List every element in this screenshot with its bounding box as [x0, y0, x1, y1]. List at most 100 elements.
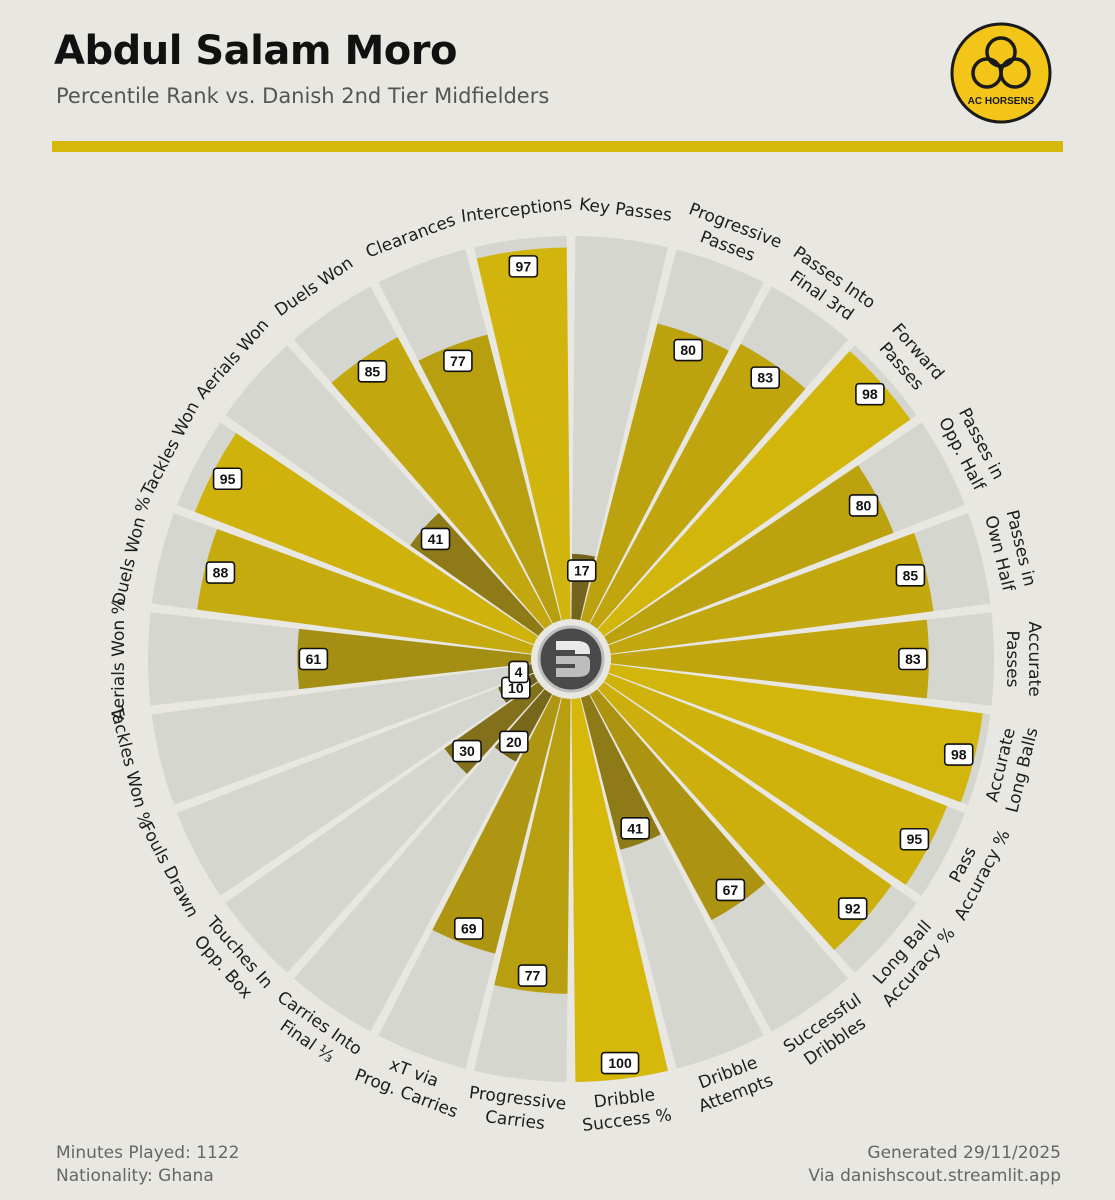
value-label: 85 [357, 360, 388, 383]
svg-text:77: 77 [525, 968, 541, 984]
svg-text:85: 85 [903, 567, 919, 583]
logo-ring-right [999, 57, 1031, 89]
value-label: 95 [212, 467, 243, 491]
value-label: 69 [453, 917, 484, 940]
svg-text:98: 98 [862, 386, 878, 402]
value-label: 100 [600, 1051, 640, 1075]
bar-segment [580, 323, 729, 624]
category-label: Aerials Won % [109, 598, 129, 719]
category-label: ProgressiveCarries [465, 1083, 567, 1136]
value-label: 41 [420, 527, 451, 551]
svg-text:30: 30 [459, 743, 475, 759]
value-label: 20 [499, 730, 529, 754]
value-label: 30 [452, 739, 482, 763]
value-label: 4 [508, 660, 529, 684]
ds-logo-icon [532, 620, 610, 698]
bar-segment [608, 664, 983, 803]
bar-segment [589, 343, 806, 629]
value-label: 83 [898, 647, 928, 671]
generated-date: Generated 29/11/2025 [867, 1143, 1061, 1163]
bar-segment [432, 694, 562, 954]
value-label: 95 [899, 827, 930, 851]
svg-text:69: 69 [461, 921, 477, 937]
bar-segment [194, 433, 538, 645]
category-label: Interceptions [460, 194, 573, 227]
value-label: 98 [855, 382, 885, 406]
value-label: 97 [508, 255, 539, 278]
value-label: 77 [517, 964, 548, 987]
track-segment [293, 689, 553, 1032]
value-label: 17 [566, 559, 597, 582]
club-logo: AC HORSENS [950, 22, 1052, 124]
header-divider [52, 141, 1063, 152]
footer-credits: Generated 29/11/2025 Via danishscout.str… [808, 1142, 1061, 1188]
logo-text: AC HORSENS [968, 96, 1035, 107]
bar-segment [608, 532, 934, 654]
value-label: 61 [298, 647, 329, 671]
category-label: Duels Won % [109, 494, 155, 607]
page-subtitle: Percentile Rank vs. Danish 2nd Tier Midf… [56, 84, 550, 108]
category-label: Key Passes [578, 195, 673, 226]
value-label: 77 [443, 349, 473, 373]
svg-text:17: 17 [574, 563, 590, 579]
svg-text:20: 20 [506, 734, 522, 750]
svg-text:95: 95 [907, 831, 923, 847]
svg-text:61: 61 [306, 651, 322, 667]
svg-text:83: 83 [905, 651, 921, 667]
value-label: 80 [673, 338, 703, 362]
svg-text:4: 4 [515, 664, 523, 680]
category-label: Clearances [363, 210, 458, 262]
bar-segment [604, 673, 948, 885]
footer-info: Minutes Played: 1122 Nationality: Ghana [56, 1142, 239, 1188]
nationality: Nationality: Ghana [56, 1166, 214, 1186]
svg-text:41: 41 [627, 820, 643, 836]
svg-text:95: 95 [220, 471, 236, 487]
value-label: 67 [715, 878, 746, 902]
svg-text:10: 10 [508, 680, 524, 696]
bar-segment [597, 682, 892, 950]
value-label: 88 [205, 561, 236, 584]
svg-text:98: 98 [951, 747, 967, 763]
bar-segment [476, 247, 571, 621]
svg-text:41: 41 [428, 531, 444, 547]
category-label: Tackles Won % [105, 704, 155, 831]
source-link[interactable]: Via danishscout.streamlit.app [808, 1166, 1061, 1186]
svg-text:80: 80 [680, 342, 696, 358]
bar-segment [494, 697, 571, 994]
category-label: Passes inOwn Half [980, 508, 1040, 594]
value-label: 41 [620, 816, 650, 840]
svg-text:83: 83 [757, 370, 773, 386]
svg-text:88: 88 [213, 565, 229, 581]
value-label: 83 [750, 366, 781, 389]
track-segment [177, 673, 538, 896]
value-label: 80 [848, 494, 879, 517]
value-label: 98 [943, 743, 974, 766]
svg-text:100: 100 [608, 1055, 632, 1071]
bar-segment [597, 351, 911, 636]
svg-text:92: 92 [845, 901, 861, 917]
bar-segment [418, 334, 562, 624]
bar-segment [197, 528, 534, 654]
bar-segment [580, 694, 661, 850]
value-label: 92 [837, 897, 868, 920]
bar-segment [571, 697, 668, 1082]
bar-layer [194, 247, 983, 1082]
value-label: 85 [895, 564, 926, 587]
track-segment [571, 236, 668, 621]
bar-segment [331, 337, 553, 629]
svg-text:80: 80 [856, 497, 872, 513]
bar-segment [589, 689, 766, 921]
bar-segment [604, 465, 894, 645]
page-title: Abdul Salam Moro [54, 28, 457, 74]
svg-text:77: 77 [450, 353, 466, 369]
svg-text:97: 97 [516, 258, 532, 274]
category-label: AccuratePasses [1002, 621, 1044, 696]
svg-text:85: 85 [365, 363, 381, 379]
minutes-played: Minutes Played: 1122 [56, 1143, 240, 1163]
bar-segment [297, 628, 532, 690]
track-segment [151, 664, 534, 805]
category-label: DribbleSuccess % [579, 1083, 673, 1136]
value-label-layer: 17 80 83 98 80 85 83 98 95 92 67 41 100 77 69 20 30 104 61… [205, 255, 974, 1075]
category-label: AccurateLong Balls [981, 720, 1043, 815]
